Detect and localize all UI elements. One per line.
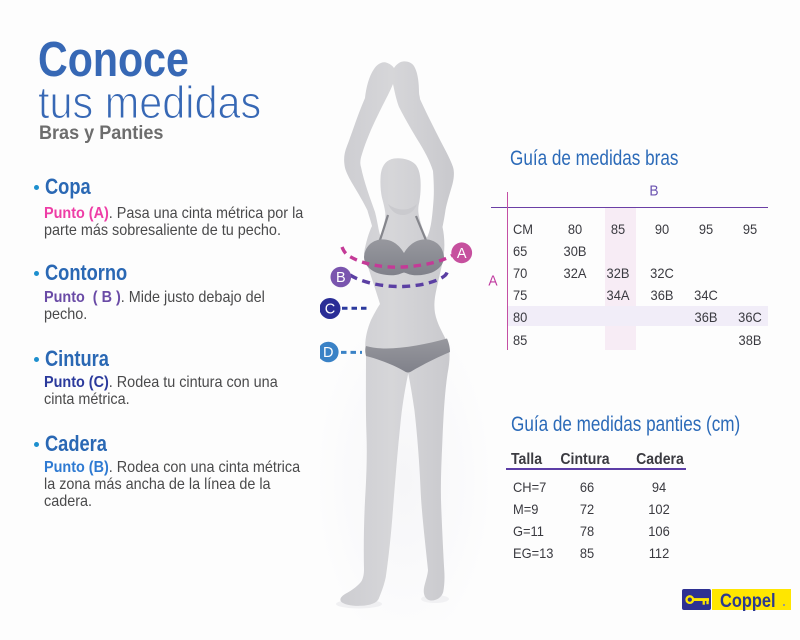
svg-text:C: C — [325, 302, 335, 318]
svg-text:B: B — [336, 270, 346, 286]
svg-text:A: A — [457, 246, 467, 262]
svg-text:D: D — [323, 345, 333, 361]
